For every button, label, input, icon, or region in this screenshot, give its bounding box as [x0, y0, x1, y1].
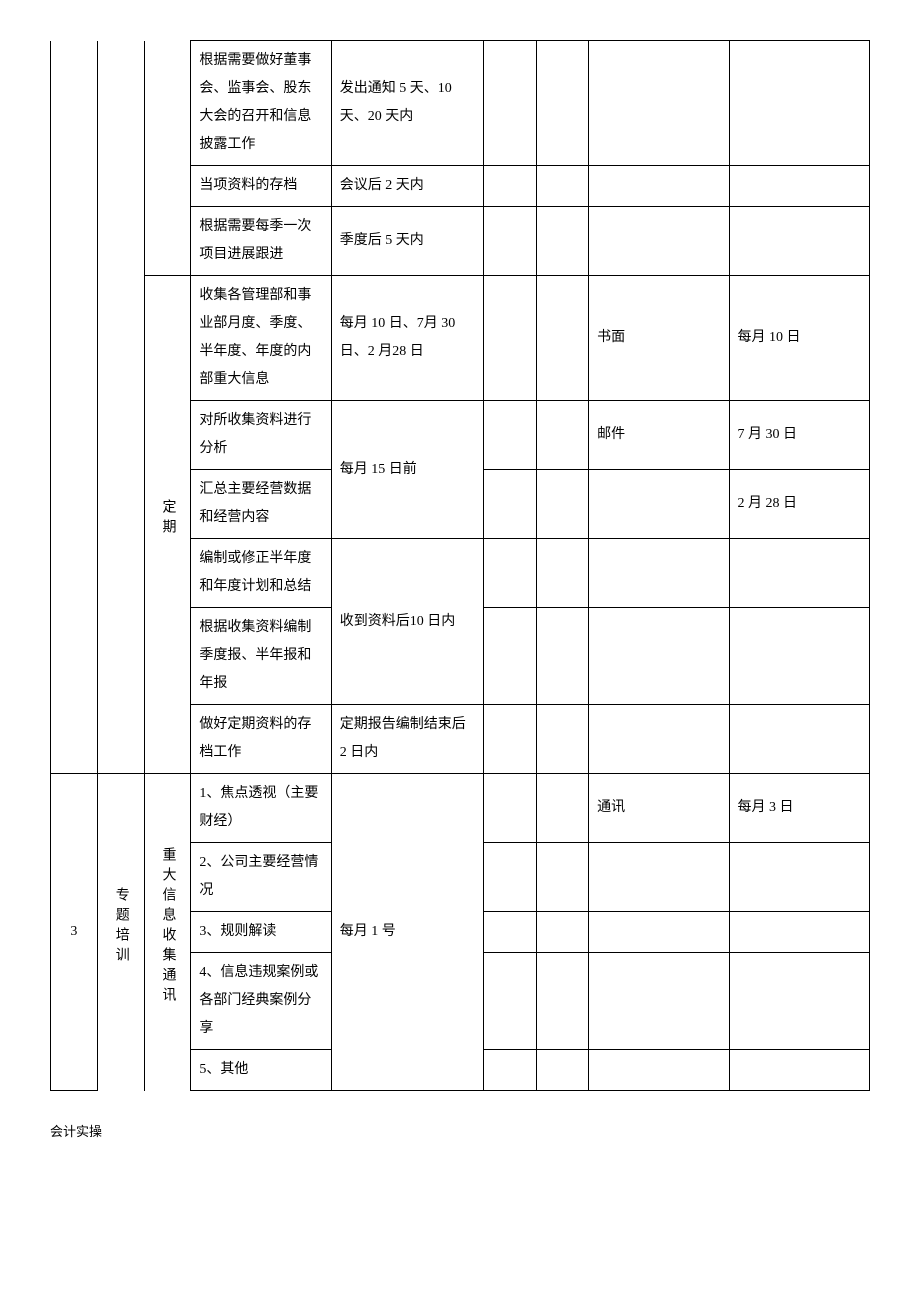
- cell: [589, 953, 729, 1050]
- subcategory-label: 重大信息收集通讯: [144, 774, 191, 1091]
- cell: 每月 10 日: [729, 276, 869, 401]
- time-cell: 每月 15 日前: [331, 401, 483, 539]
- time-cell: 会议后 2 天内: [331, 166, 483, 207]
- time-cell: 定期报告编制结束后 2 日内: [331, 705, 483, 774]
- cell: [729, 953, 869, 1050]
- task-cell: 根据需要做好董事会、监事会、股东大会的召开和信息披露工作: [191, 41, 331, 166]
- cell: 7 月 30 日: [729, 401, 869, 470]
- cell: [729, 166, 869, 207]
- task-cell: 根据收集资料编制季度报、半年报和年报: [191, 608, 331, 705]
- cell: [483, 1050, 536, 1091]
- task-cell: 4、信息违规案例或各部门经典案例分享: [191, 953, 331, 1050]
- cell: [483, 539, 536, 608]
- cell: [729, 207, 869, 276]
- cell: [589, 41, 729, 166]
- task-cell: 2、公司主要经营情况: [191, 843, 331, 912]
- cell: [536, 166, 589, 207]
- row-index: 3: [51, 774, 98, 1091]
- cell: [589, 912, 729, 953]
- cell: [483, 774, 536, 843]
- document-page: 根据需要做好董事会、监事会、股东大会的召开和信息披露工作 发出通知 5 天、10…: [50, 40, 870, 1140]
- cell: [483, 912, 536, 953]
- cell: [729, 539, 869, 608]
- cell: [483, 843, 536, 912]
- task-cell: 5、其他: [191, 1050, 331, 1091]
- cell: [536, 912, 589, 953]
- cell: [536, 608, 589, 705]
- table-row: 定期 收集各管理部和事业部月度、季度、半年度、年度的内部重大信息 每月 10 日…: [51, 276, 870, 401]
- time-cell: 每月 1 号: [331, 774, 483, 1091]
- cell: 书面: [589, 276, 729, 401]
- cell: [536, 401, 589, 470]
- task-cell: 对所收集资料进行分析: [191, 401, 331, 470]
- task-cell: 汇总主要经营数据和经营内容: [191, 470, 331, 539]
- table-row: 3 专题培训 重大信息收集通讯 1、焦点透视（主要财经） 每月 1 号 通讯 每…: [51, 774, 870, 843]
- category-label: 专题培训: [97, 774, 144, 1091]
- work-plan-table: 根据需要做好董事会、监事会、股东大会的召开和信息披露工作 发出通知 5 天、10…: [50, 40, 870, 1091]
- task-cell: 3、规则解读: [191, 912, 331, 953]
- cell: [483, 41, 536, 166]
- cell: 每月 3 日: [729, 774, 869, 843]
- cell: [729, 41, 869, 166]
- time-cell: 每月 10 日、7月 30 日、2 月28 日: [331, 276, 483, 401]
- task-cell: 当项资料的存档: [191, 166, 331, 207]
- cell: [536, 774, 589, 843]
- cell: [483, 953, 536, 1050]
- page-footer: 会计实操: [50, 1121, 870, 1140]
- cell: [729, 843, 869, 912]
- cell: [589, 1050, 729, 1091]
- cell: [729, 912, 869, 953]
- task-cell: 做好定期资料的存档工作: [191, 705, 331, 774]
- task-cell: 根据需要每季一次项目进展跟进: [191, 207, 331, 276]
- col1-merged: [51, 41, 98, 774]
- cell: [483, 276, 536, 401]
- cell: [589, 207, 729, 276]
- cell: [536, 276, 589, 401]
- periodic-label: 定期: [144, 276, 191, 774]
- cell: 邮件: [589, 401, 729, 470]
- cell: [483, 401, 536, 470]
- cell: [483, 470, 536, 539]
- task-cell: 编制或修正半年度和年度计划和总结: [191, 539, 331, 608]
- task-cell: 1、焦点透视（主要财经）: [191, 774, 331, 843]
- cell: [729, 705, 869, 774]
- cell: [536, 705, 589, 774]
- time-cell: 季度后 5 天内: [331, 207, 483, 276]
- table-row: 根据需要做好董事会、监事会、股东大会的召开和信息披露工作 发出通知 5 天、10…: [51, 41, 870, 166]
- cell: [483, 705, 536, 774]
- cell: [589, 539, 729, 608]
- cell: [589, 166, 729, 207]
- cell: [483, 207, 536, 276]
- cell: [536, 1050, 589, 1091]
- cell: [589, 843, 729, 912]
- col2-merged: [97, 41, 144, 774]
- task-cell: 收集各管理部和事业部月度、季度、半年度、年度的内部重大信息: [191, 276, 331, 401]
- cell: [536, 470, 589, 539]
- cell: 2 月 28 日: [729, 470, 869, 539]
- cell: [536, 539, 589, 608]
- cell: [536, 207, 589, 276]
- cell: [483, 166, 536, 207]
- time-cell: 发出通知 5 天、10 天、20 天内: [331, 41, 483, 166]
- cell: [589, 608, 729, 705]
- time-cell: 收到资料后10 日内: [331, 539, 483, 705]
- col3-merged-a: [144, 41, 191, 276]
- cell: [729, 1050, 869, 1091]
- cell: [589, 705, 729, 774]
- cell: [483, 608, 536, 705]
- cell: 通讯: [589, 774, 729, 843]
- cell: [536, 41, 589, 166]
- cell: [536, 843, 589, 912]
- cell: [589, 470, 729, 539]
- cell: [536, 953, 589, 1050]
- cell: [729, 608, 869, 705]
